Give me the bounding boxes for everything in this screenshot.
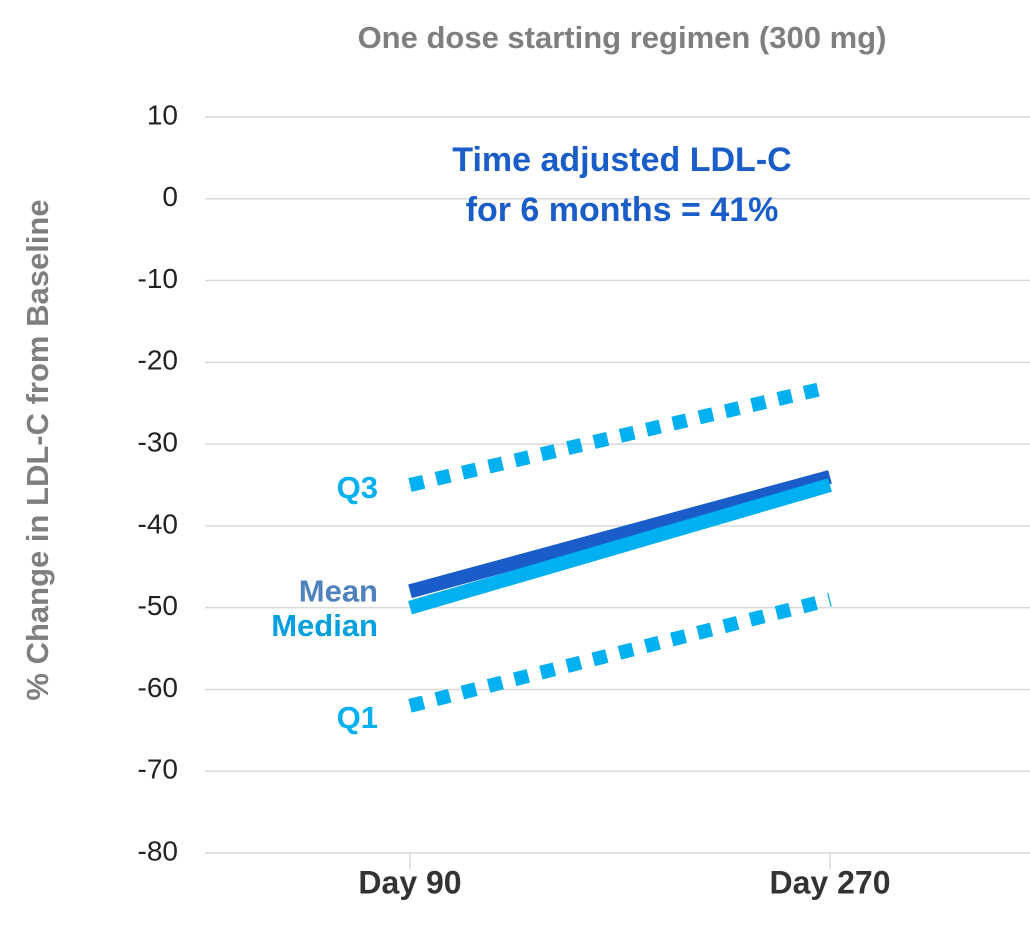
annotation: for 6 months = 41% [466,191,779,229]
y-tick-label: 10 [147,99,178,130]
x-tick-label: Day 90 [358,864,461,900]
y-tick-label: -70 [138,754,178,785]
y-tick-label: 0 [162,181,178,212]
y-tick-label: -40 [138,508,178,539]
x-tick-label: Day 270 [770,864,891,900]
series-label: Q1 [337,700,378,735]
chart-title: One dose starting regimen (300 mg) [358,20,887,55]
series-line [408,380,832,492]
series-label: Q3 [337,470,378,505]
y-tick-label: -20 [138,345,178,376]
series-label: Mean [299,573,378,608]
y-axis-label: % Change in LDL-C from Baseline [20,199,55,700]
y-tick-label: -60 [138,672,178,703]
series-line [408,478,832,615]
y-tick-label: -30 [138,427,178,458]
annotation: Time adjusted LDL-C [452,141,791,179]
y-tick-label: -50 [138,590,178,621]
series-line [408,470,832,599]
series-line [408,592,832,713]
series-label: Median [271,608,378,643]
y-tick-label: -80 [138,835,178,866]
y-tick-label: -10 [138,263,178,294]
